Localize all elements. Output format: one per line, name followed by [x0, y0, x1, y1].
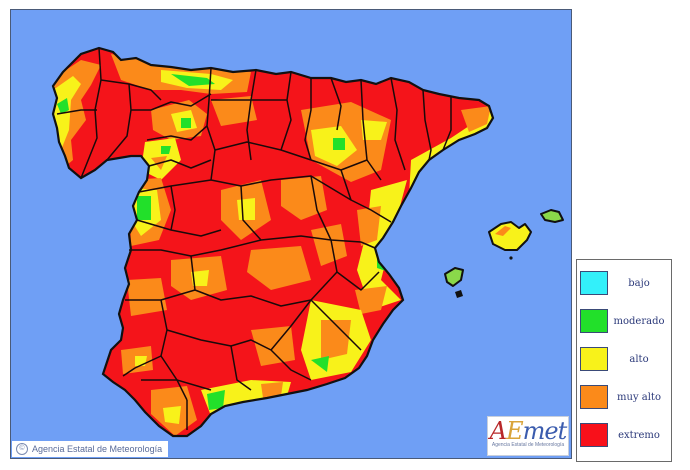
legend-item-bajo: bajo	[580, 270, 670, 296]
copyright-notice: © Agencia Estatal de Meteorología	[12, 441, 169, 457]
legend-label: muy alto	[617, 391, 661, 403]
copyright-text: Agencia Estatal de Meteorología	[32, 444, 163, 454]
mainland-extreme-fill	[53, 48, 493, 436]
legend-item-muy-alto: muy alto	[580, 384, 670, 410]
formentera	[455, 290, 463, 298]
legend-item-alto: alto	[580, 346, 670, 372]
legend-label: bajo	[628, 277, 650, 289]
province-borders	[56, 47, 452, 430]
aemet-logo: AEmet Agencia Estatal de Meteorología	[487, 416, 569, 456]
balearic-islands	[444, 209, 564, 298]
aemet-logo-subtitle: Agencia Estatal de Meteorología	[491, 442, 565, 448]
legend-label: alto	[629, 353, 649, 365]
spain-map-svg	[51, 46, 564, 438]
menorca	[540, 209, 564, 223]
risk-legend: bajo moderado alto muy alto extremo	[576, 259, 672, 462]
legend-swatch-alto	[580, 347, 608, 371]
fire-risk-map: © Agencia Estatal de Meteorología AEmet …	[10, 9, 572, 459]
legend-swatch-bajo	[580, 271, 608, 295]
legend-swatch-muy-alto	[580, 385, 608, 409]
legend-item-moderado: moderado	[580, 308, 670, 334]
legend-label: extremo	[618, 429, 660, 441]
legend-swatch-extremo	[580, 423, 608, 447]
aemet-logo-wordmark: AEmet	[489, 417, 567, 445]
legend-item-extremo: extremo	[580, 422, 670, 448]
copyright-icon: ©	[16, 443, 28, 455]
cabrera	[509, 256, 513, 260]
mallorca	[488, 221, 532, 251]
legend-swatch-moderado	[580, 309, 608, 333]
ibiza	[444, 267, 464, 287]
legend-label: moderado	[613, 315, 665, 327]
